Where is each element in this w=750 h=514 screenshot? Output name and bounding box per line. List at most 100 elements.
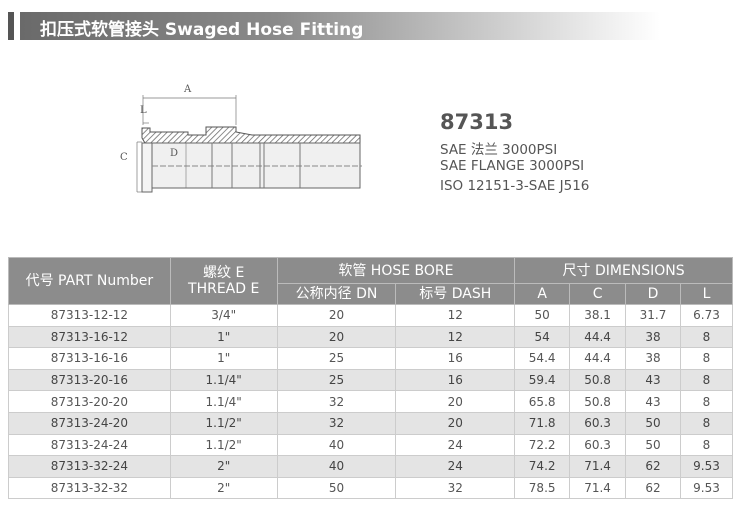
cell-dash: 32 bbox=[395, 476, 516, 500]
cell-part-number: 87313-32-24 bbox=[8, 455, 171, 478]
cell-dn: 32 bbox=[276, 411, 397, 435]
cell-dash: 24 bbox=[395, 433, 516, 457]
cell-dim-d: 43 bbox=[625, 368, 681, 392]
header-a: A bbox=[514, 283, 571, 305]
header-c: C bbox=[569, 283, 627, 305]
cell-dim-d: 31.7 bbox=[625, 304, 681, 327]
cell-thread: 1.1/2" bbox=[169, 411, 278, 435]
cell-dn: 25 bbox=[276, 368, 397, 392]
cell-dim-l: 9.53 bbox=[679, 476, 734, 500]
cell-dim-c: 50.8 bbox=[569, 368, 627, 392]
cell-dash: 16 bbox=[395, 347, 516, 370]
header-dimensions: 尺寸 DIMENSIONS bbox=[514, 257, 733, 284]
cell-dim-l: 8 bbox=[679, 325, 734, 349]
spec-line: ISO 12151-3-SAE J516 bbox=[440, 178, 590, 194]
cell-dim-a: 71.8 bbox=[514, 411, 571, 435]
header-l: L bbox=[679, 283, 734, 305]
spec-line: SAE FLANGE 3000PSI bbox=[440, 158, 585, 174]
cell-dim-a: 59.4 bbox=[514, 368, 571, 392]
cell-part-number: 87313-24-20 bbox=[8, 411, 171, 435]
cell-dim-c: 44.4 bbox=[569, 347, 627, 370]
cell-thread: 1.1/2" bbox=[169, 433, 278, 457]
model-number: 87313 bbox=[440, 110, 514, 134]
cell-part-number: 87313-16-12 bbox=[8, 325, 171, 349]
cell-part-number: 87313-24-24 bbox=[8, 433, 171, 457]
cell-thread: 2" bbox=[169, 476, 278, 500]
cell-dim-d: 50 bbox=[625, 411, 681, 435]
dim-label-a: A bbox=[183, 84, 192, 95]
cell-thread: 1.1/4" bbox=[169, 368, 278, 392]
header-thread-en: THREAD E bbox=[188, 281, 260, 297]
cell-thread: 1" bbox=[169, 325, 278, 349]
cell-dn: 40 bbox=[276, 455, 397, 478]
header-dash: 标号 DASH bbox=[395, 283, 516, 305]
table-row: 87313-12-12 3/4" 20 12 50 38.1 31.7 6.73 bbox=[8, 304, 734, 327]
cell-dim-c: 44.4 bbox=[569, 325, 627, 349]
cell-dash: 12 bbox=[395, 325, 516, 349]
cell-dim-c: 60.3 bbox=[569, 433, 627, 457]
title-banner bbox=[20, 12, 660, 40]
dim-label-l: L bbox=[140, 105, 147, 116]
cell-dim-c: 71.4 bbox=[569, 476, 627, 500]
header-part-number: 代号 PART Number bbox=[8, 257, 171, 305]
header-thread-cn: 螺纹 E bbox=[203, 265, 245, 281]
cell-dash: 20 bbox=[395, 411, 516, 435]
cell-dim-l: 8 bbox=[679, 347, 734, 370]
cell-thread: 1" bbox=[169, 347, 278, 370]
page-title: 扣压式软管接头 Swaged Hose Fitting bbox=[40, 20, 364, 40]
cell-dash: 12 bbox=[395, 304, 516, 327]
cell-dim-l: 8 bbox=[679, 390, 734, 413]
cell-dash: 24 bbox=[395, 455, 516, 478]
cell-dim-c: 60.3 bbox=[569, 411, 627, 435]
cell-dn: 40 bbox=[276, 433, 397, 457]
cell-dim-a: 54 bbox=[514, 325, 571, 349]
cell-dn: 20 bbox=[276, 304, 397, 327]
table-row: 87313-16-16 1" 25 16 54.4 44.4 38 8 bbox=[8, 347, 734, 370]
cell-dim-a: 54.4 bbox=[514, 347, 571, 370]
table-row: 87313-16-12 1" 20 12 54 44.4 38 8 bbox=[8, 325, 734, 349]
spec-line: SAE 法兰 3000PSI bbox=[440, 142, 558, 158]
table-row: 87313-20-16 1.1/4" 25 16 59.4 50.8 43 8 bbox=[8, 368, 734, 392]
cell-dim-d: 38 bbox=[625, 347, 681, 370]
cell-thread: 3/4" bbox=[169, 304, 278, 327]
cell-dim-a: 65.8 bbox=[514, 390, 571, 413]
table-row: 87313-24-24 1.1/2" 40 24 72.2 60.3 50 8 bbox=[8, 433, 734, 457]
cell-part-number: 87313-20-16 bbox=[8, 368, 171, 392]
table-row: 87313-20-20 1.1/4" 32 20 65.8 50.8 43 8 bbox=[8, 390, 734, 413]
title-accent-bar bbox=[8, 12, 14, 40]
fitting-drawing: A L C D bbox=[120, 84, 362, 193]
cell-dn: 50 bbox=[276, 476, 397, 500]
cell-dn: 25 bbox=[276, 347, 397, 370]
header-thread: 螺纹 E THREAD E bbox=[169, 257, 278, 305]
cell-dim-a: 78.5 bbox=[514, 476, 571, 500]
cell-dim-l: 8 bbox=[679, 411, 734, 435]
cell-thread: 1.1/4" bbox=[169, 390, 278, 413]
table-row: 87313-32-24 2" 40 24 74.2 71.4 62 9.53 bbox=[8, 455, 734, 478]
cell-dn: 32 bbox=[276, 390, 397, 413]
table-row: 87313-32-32 2" 50 32 78.5 71.4 62 9.53 bbox=[8, 476, 734, 500]
header-dn: 公称内径 DN bbox=[276, 283, 397, 305]
cell-dim-d: 62 bbox=[625, 455, 681, 478]
cell-thread: 2" bbox=[169, 455, 278, 478]
cell-part-number: 87313-32-32 bbox=[8, 476, 171, 500]
table-row: 87313-24-20 1.1/2" 32 20 71.8 60.3 50 8 bbox=[8, 411, 734, 435]
dim-label-d: D bbox=[170, 148, 178, 159]
cell-dim-d: 50 bbox=[625, 433, 681, 457]
cell-dim-a: 74.2 bbox=[514, 455, 571, 478]
cell-dim-d: 62 bbox=[625, 476, 681, 500]
cell-dash: 16 bbox=[395, 368, 516, 392]
cell-dim-d: 43 bbox=[625, 390, 681, 413]
cell-dim-c: 38.1 bbox=[569, 304, 627, 327]
cell-dim-l: 9.53 bbox=[679, 455, 734, 478]
cell-dim-d: 38 bbox=[625, 325, 681, 349]
dim-label-c: C bbox=[120, 152, 128, 163]
cell-part-number: 87313-16-16 bbox=[8, 347, 171, 370]
cell-dim-a: 72.2 bbox=[514, 433, 571, 457]
cell-dn: 20 bbox=[276, 325, 397, 349]
cell-part-number: 87313-20-20 bbox=[8, 390, 171, 413]
cell-dim-l: 6.73 bbox=[679, 304, 734, 327]
cell-dim-l: 8 bbox=[679, 433, 734, 457]
cell-dash: 20 bbox=[395, 390, 516, 413]
cell-dim-l: 8 bbox=[679, 368, 734, 392]
dimensions-table: 代号 PART Number 螺纹 E THREAD E 软管 HOSE BORE… bbox=[8, 257, 734, 500]
